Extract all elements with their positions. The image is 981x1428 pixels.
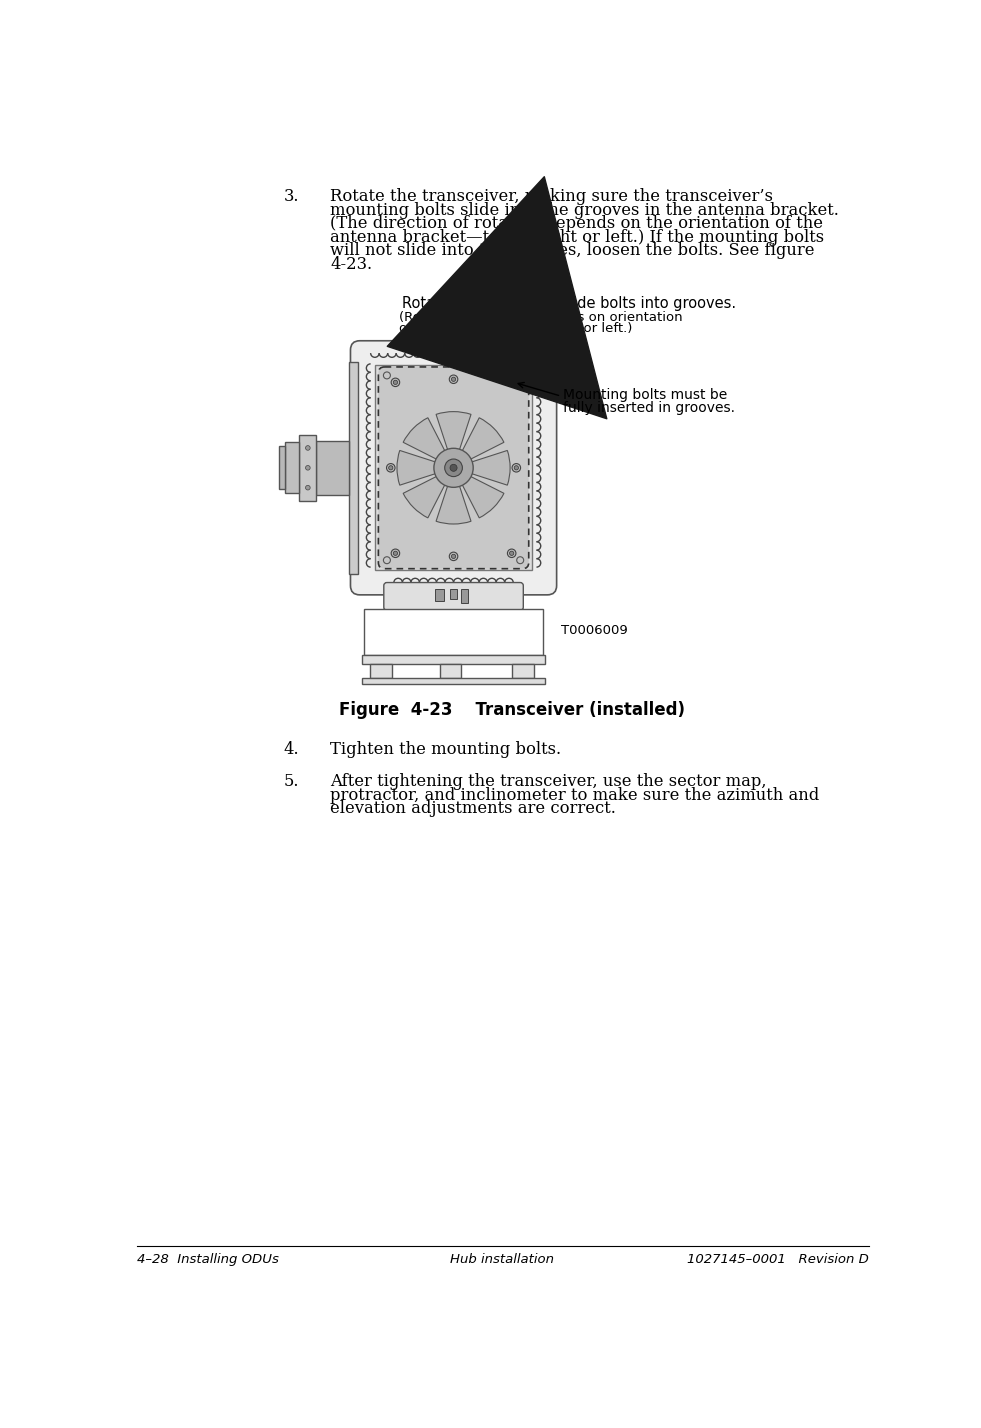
- Bar: [376, 366, 532, 570]
- Text: Figure  4-23    Transceiver (installed): Figure 4-23 Transceiver (installed): [339, 701, 686, 720]
- Text: Rotate transceiver to slide bolts into grooves.: Rotate transceiver to slide bolts into g…: [401, 296, 736, 311]
- Wedge shape: [403, 476, 445, 518]
- Bar: [317, 441, 349, 494]
- Bar: [280, 446, 285, 490]
- Circle shape: [512, 464, 521, 473]
- Bar: [450, 588, 456, 600]
- Circle shape: [450, 464, 457, 471]
- Circle shape: [434, 448, 473, 487]
- Text: 1027145–0001   Revision D: 1027145–0001 Revision D: [687, 1254, 869, 1267]
- Text: 4–28  Installing ODUs: 4–28 Installing ODUs: [136, 1254, 279, 1267]
- Wedge shape: [471, 450, 510, 486]
- Text: 3.: 3.: [284, 188, 299, 206]
- Text: Rotate the transceiver, making sure the transceiver’s: Rotate the transceiver, making sure the …: [331, 188, 773, 206]
- Text: mounting bolts slide into the grooves in the antenna bracket.: mounting bolts slide into the grooves in…: [331, 201, 839, 218]
- Wedge shape: [462, 418, 504, 460]
- Bar: [349, 361, 358, 574]
- Wedge shape: [437, 486, 471, 524]
- Bar: [370, 664, 391, 678]
- Circle shape: [509, 380, 514, 384]
- Text: Mounting bolts must be: Mounting bolts must be: [563, 388, 727, 403]
- Bar: [364, 608, 543, 655]
- Text: fully inserted in grooves.: fully inserted in grooves.: [563, 401, 735, 414]
- Bar: [460, 588, 468, 603]
- Text: Hub installation: Hub installation: [450, 1254, 554, 1267]
- Text: Tighten the mounting bolts.: Tighten the mounting bolts.: [331, 741, 561, 758]
- Text: After tightening the transceiver, use the sector map,: After tightening the transceiver, use th…: [331, 774, 767, 791]
- Circle shape: [388, 466, 393, 470]
- Bar: [299, 434, 317, 501]
- Circle shape: [507, 378, 516, 387]
- Text: (Rotation direction depends on orientation: (Rotation direction depends on orientati…: [398, 311, 682, 324]
- Bar: [362, 655, 545, 664]
- Circle shape: [509, 551, 514, 555]
- Text: antenna bracket—to the right or left.) If the mounting bolts: antenna bracket—to the right or left.) I…: [331, 228, 824, 246]
- Circle shape: [305, 486, 310, 490]
- Bar: [362, 678, 545, 684]
- Circle shape: [391, 378, 399, 387]
- Wedge shape: [397, 450, 437, 486]
- Circle shape: [449, 376, 458, 384]
- Circle shape: [305, 446, 310, 450]
- Circle shape: [391, 548, 399, 557]
- Text: of antenna bracket to right or left.): of antenna bracket to right or left.): [398, 323, 632, 336]
- Circle shape: [514, 466, 518, 470]
- Text: (The direction of rotation depends on the orientation of the: (The direction of rotation depends on th…: [331, 216, 823, 233]
- Text: 4.: 4.: [284, 741, 299, 758]
- Circle shape: [393, 551, 397, 555]
- Wedge shape: [437, 411, 471, 451]
- Circle shape: [444, 458, 462, 477]
- Circle shape: [507, 548, 516, 557]
- Bar: [439, 664, 461, 678]
- Text: 4-23.: 4-23.: [331, 256, 373, 273]
- Circle shape: [393, 380, 397, 384]
- Wedge shape: [403, 418, 445, 460]
- FancyBboxPatch shape: [350, 341, 556, 595]
- Circle shape: [451, 554, 456, 558]
- Text: elevation adjustments are correct.: elevation adjustments are correct.: [331, 801, 616, 817]
- Text: will not slide into the grooves, loosen the bolts. See figure: will not slide into the grooves, loosen …: [331, 243, 815, 260]
- FancyBboxPatch shape: [384, 583, 523, 610]
- FancyBboxPatch shape: [379, 367, 529, 568]
- Wedge shape: [462, 476, 504, 518]
- Circle shape: [387, 464, 395, 473]
- Text: protractor, and inclinometer to make sure the azimuth and: protractor, and inclinometer to make sur…: [331, 787, 819, 804]
- Circle shape: [451, 377, 456, 381]
- Text: T0006009: T0006009: [561, 624, 628, 637]
- Bar: [435, 588, 444, 601]
- Bar: [285, 443, 299, 493]
- Circle shape: [449, 553, 458, 561]
- Text: 5.: 5.: [284, 774, 299, 791]
- Circle shape: [305, 466, 310, 470]
- Bar: [512, 664, 534, 678]
